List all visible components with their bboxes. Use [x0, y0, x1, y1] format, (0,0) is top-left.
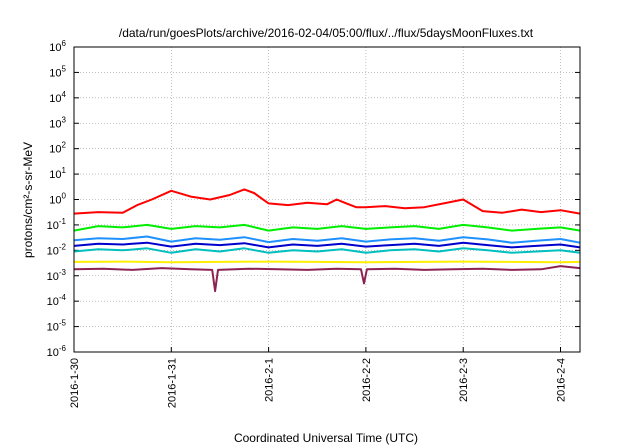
y-tick-label: 103 — [49, 115, 66, 130]
y-tick-label: 10-3 — [47, 268, 67, 283]
y-tick-label: 10-1 — [47, 217, 67, 232]
y-tick-label: 10-4 — [47, 293, 67, 308]
plot-frame — [73, 46, 581, 353]
y-axis-label: protons/cm²-s-sr-MeV — [21, 142, 35, 258]
x-tick-label: 2016-2-3 — [458, 358, 470, 402]
series-line-5 — [73, 247, 581, 254]
x-tick-labels: 2016-1-30 2016-1-31 2016-2-1 2016-2-2 2016-2… — [69, 358, 568, 408]
series-line-1 — [73, 188, 581, 215]
x-tick-label: 2016-2-1 — [264, 358, 276, 402]
series-line-2 — [73, 223, 581, 232]
x-tick-label: 2016-2-4 — [556, 358, 568, 402]
y-tick-label: 101 — [49, 166, 66, 181]
y-tick-label: 10-5 — [47, 319, 67, 334]
series-group — [73, 188, 581, 293]
series-line-7 — [73, 265, 581, 293]
y-tick-label: 10-2 — [47, 242, 67, 257]
x-axis-label: Coordinated Universal Time (UTC) — [234, 431, 418, 445]
y-tick-label: 10-6 — [47, 344, 67, 359]
series-line-3 — [73, 235, 581, 244]
y-tick-label: 102 — [49, 141, 66, 156]
x-tick-label: 2016-2-2 — [361, 358, 373, 402]
y-tick-labels: 10-6 10-5 10-4 10-3 10-2 10-1 100 101 102 103 104 1… — [47, 39, 67, 359]
x-tick-label: 2016-1-30 — [69, 358, 81, 408]
y-tick-label: 105 — [49, 64, 66, 79]
y-tick-label: 100 — [49, 192, 66, 207]
series-line-6 — [73, 260, 581, 264]
series-line-4 — [73, 241, 581, 249]
x-tick-label: 2016-1-31 — [166, 358, 178, 408]
chart-title: /data/run/goesPlots/archive/2016-02-04/0… — [119, 26, 534, 40]
y-tick-label: 106 — [49, 39, 66, 54]
y-tick-label: 104 — [49, 90, 66, 105]
